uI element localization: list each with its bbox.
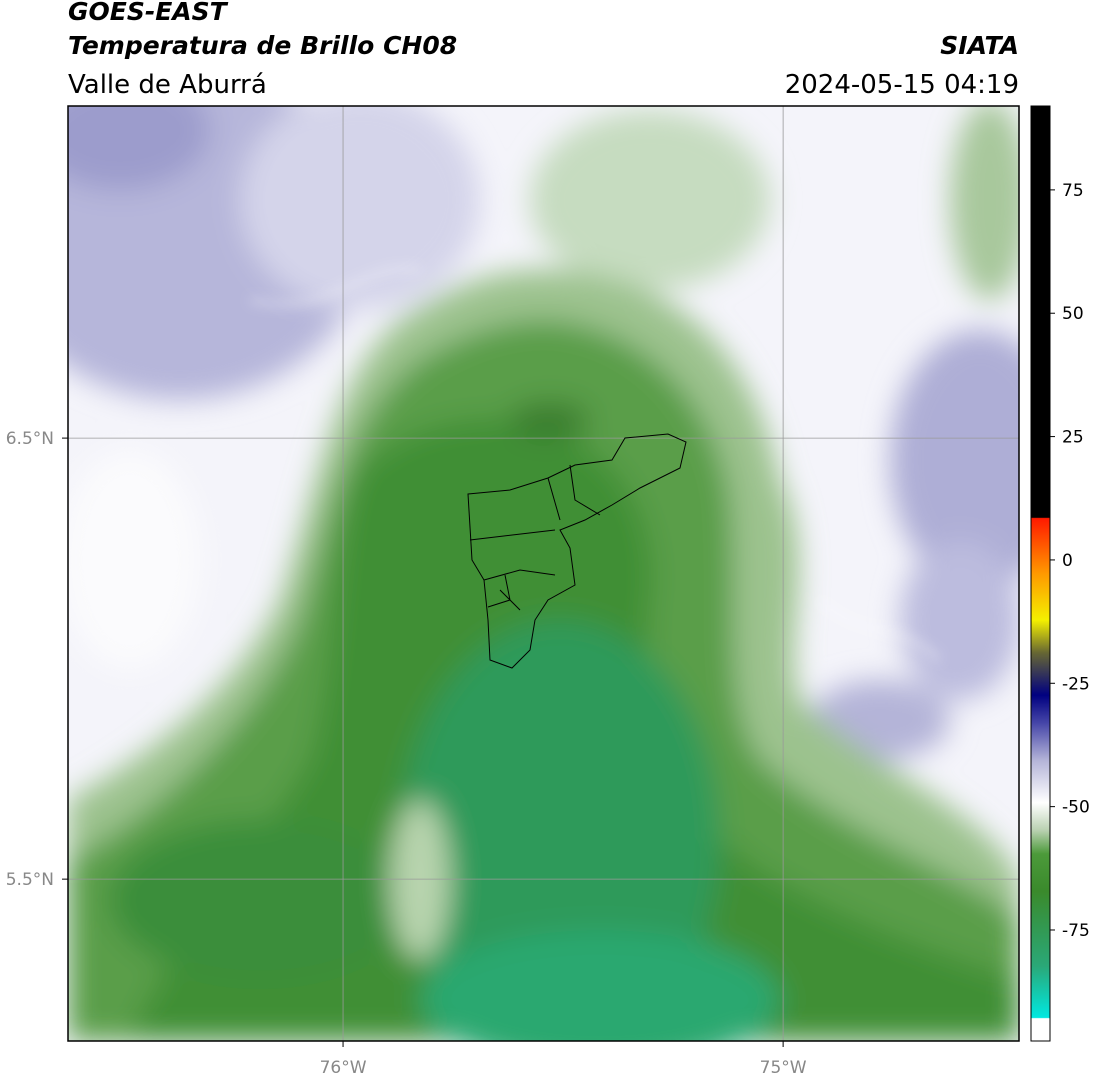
- title: GOES-EAST: [68, 0, 229, 26]
- colorbar-tick-label: 25: [1062, 428, 1084, 448]
- colorbar-tick-label: 0: [1062, 551, 1073, 571]
- y-tick-label: 5.5°N: [6, 870, 54, 890]
- source: SIATA: [940, 31, 1019, 60]
- colorbar-tick-label: -75: [1062, 921, 1090, 941]
- colorbar-tick-label: 75: [1062, 181, 1084, 201]
- colorbar: [1030, 105, 1051, 1042]
- colorbar-tick-label: 50: [1062, 304, 1084, 324]
- datetime: 2024-05-15 04:19: [785, 70, 1019, 100]
- x-tick-label: 75°W: [760, 1058, 807, 1078]
- satellite-image: [68, 106, 1019, 1041]
- subtitle: Temperatura de Brillo CH08: [68, 31, 457, 60]
- y-tick-label: 6.5°N: [6, 429, 54, 449]
- municipal-boundaries: [467, 433, 687, 669]
- map-frame: [67, 105, 1020, 1042]
- colorbar-tick-label: -25: [1062, 674, 1090, 694]
- colorbar-tick-label: -50: [1062, 798, 1090, 818]
- region: Valle de Aburrá: [68, 70, 267, 100]
- x-tick-label: 76°W: [320, 1058, 367, 1078]
